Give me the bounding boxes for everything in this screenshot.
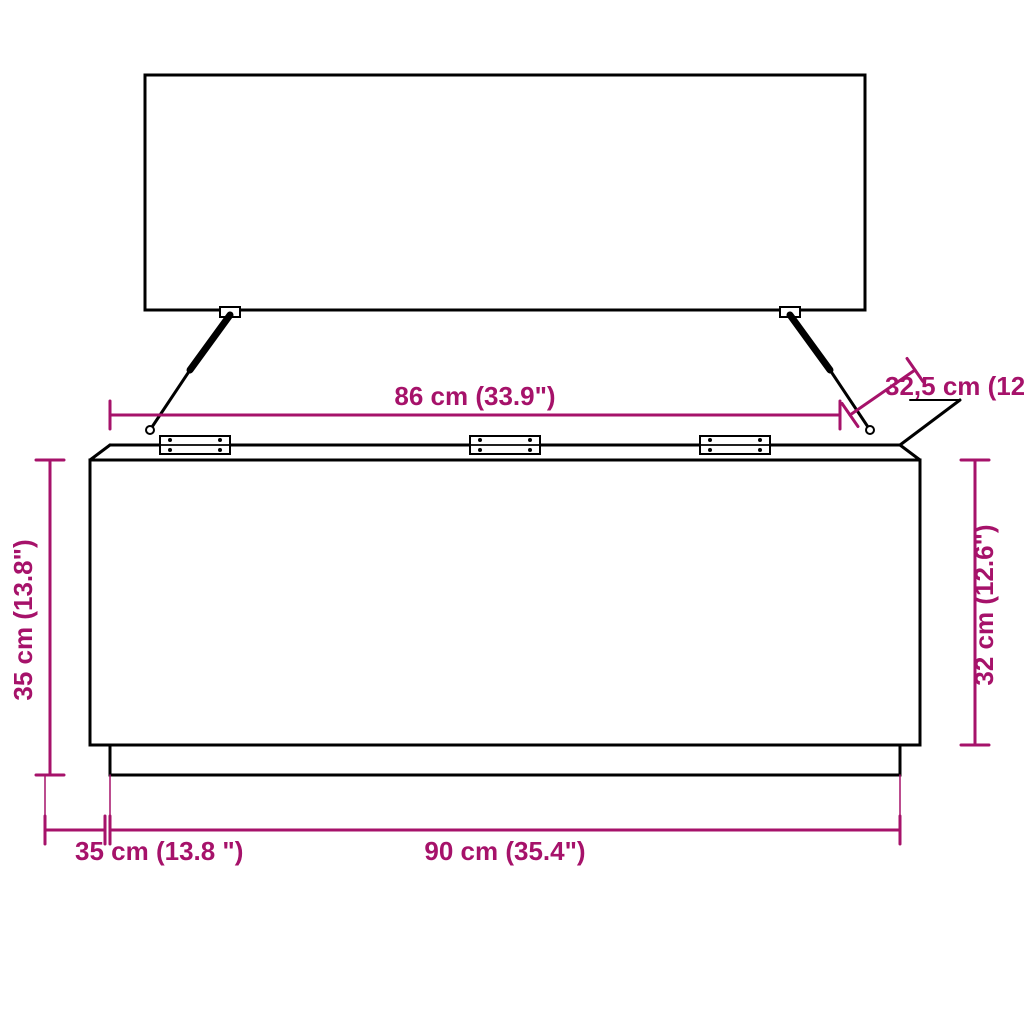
dim-width-bottom: 90 cm (35.4") xyxy=(424,836,585,866)
lid-panel xyxy=(145,75,865,310)
dim-depth-bottom: 35 cm (13.8 ") xyxy=(75,836,243,866)
dim-inner-width: 86 cm (33.9") xyxy=(394,381,555,411)
dim-height-left: 35 cm (13.8") xyxy=(8,539,38,700)
dim-height-right: 32 cm (12.6") xyxy=(969,524,999,685)
dim-inner-depth: 32,5 cm (12") xyxy=(885,371,1024,401)
base-plinth xyxy=(110,745,900,775)
box-front xyxy=(90,460,920,745)
